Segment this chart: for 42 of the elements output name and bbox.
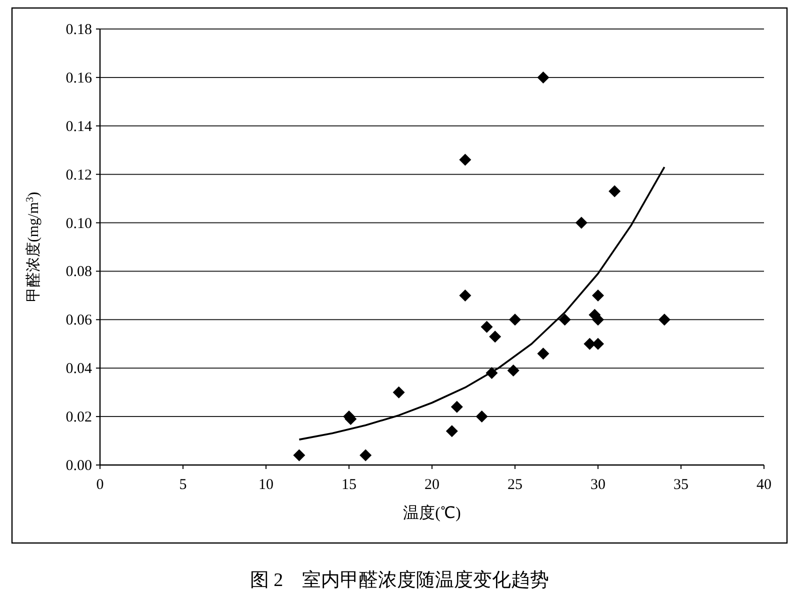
x-tick-label: 10 <box>258 477 274 493</box>
y-tick-label: 0.08 <box>66 264 92 280</box>
point <box>392 386 405 398</box>
point <box>489 330 502 343</box>
point <box>558 314 571 326</box>
y-tick-label: 0.04 <box>66 361 92 378</box>
point <box>575 216 588 229</box>
y-tick-label: 0.12 <box>66 167 92 184</box>
point <box>507 364 520 377</box>
point <box>509 314 521 326</box>
point <box>658 314 670 326</box>
y-tick-label: 0.10 <box>66 216 92 232</box>
y-tick-label: 0.16 <box>66 70 92 86</box>
point <box>459 154 472 166</box>
x-tick-label: 20 <box>424 477 440 493</box>
point <box>592 338 604 350</box>
x-tick-label: 0 <box>96 477 104 493</box>
point <box>592 289 604 302</box>
point <box>459 289 472 302</box>
point <box>446 425 458 438</box>
line-series <box>298 166 666 440</box>
y-tick-label: 0.00 <box>66 458 92 474</box>
point <box>476 410 488 423</box>
y-tick-label: 0.18 <box>66 22 92 38</box>
x-tick-label: 15 <box>342 477 356 493</box>
y-tick-label: 0.14 <box>66 118 92 135</box>
point <box>608 185 621 198</box>
point <box>293 449 306 462</box>
x-tick-label: 5 <box>179 477 187 493</box>
y-tick-label: 0.02 <box>66 410 92 426</box>
point <box>537 348 550 360</box>
text: 图 2 室内甲醛浓度随温度变化趋势 <box>250 569 550 591</box>
x-tick-label: 25 <box>508 477 522 493</box>
x-tick-label: 30 <box>590 477 606 493</box>
x-tick-label: 35 <box>674 477 688 493</box>
point <box>360 449 372 462</box>
y-tick-label: 0.06 <box>66 312 92 329</box>
point <box>537 71 550 84</box>
x-axis-title: 温度(℃) <box>403 504 461 522</box>
point <box>480 320 493 333</box>
point <box>450 400 463 413</box>
x-tick-label: 40 <box>756 477 772 493</box>
